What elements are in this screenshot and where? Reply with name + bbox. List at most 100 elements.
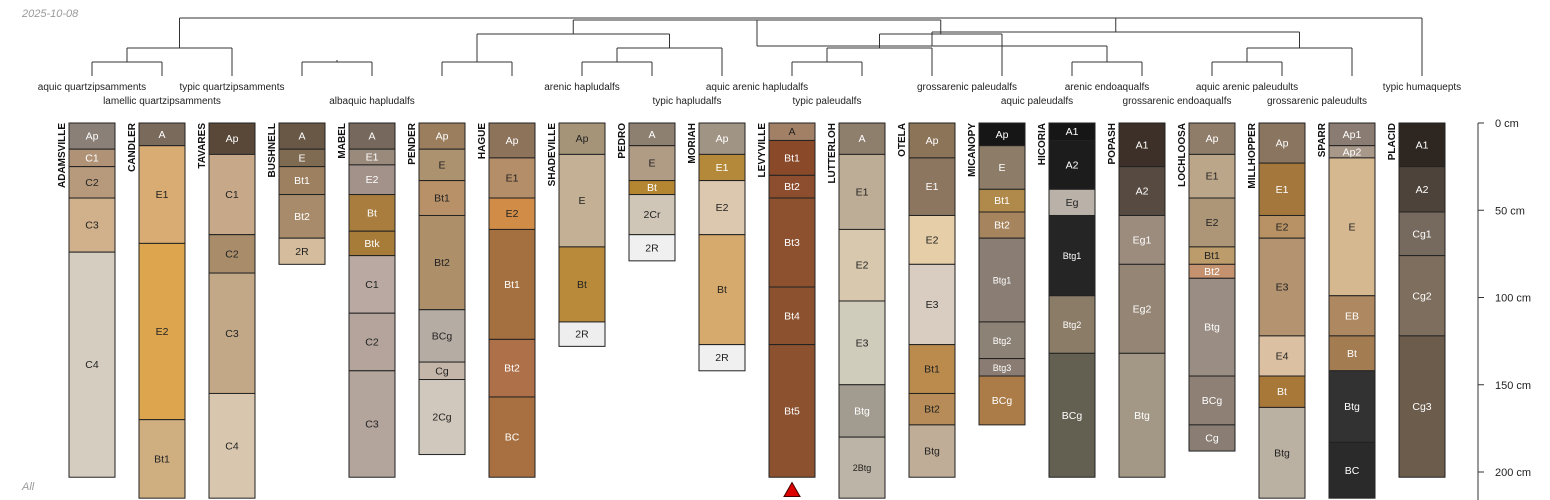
profile-levyville: A Bt1 Bt2 Bt3 Bt4 Bt5 LEVYVILLE <box>757 122 816 478</box>
profile-name: POPASH <box>1107 123 1118 165</box>
horizon-label: E <box>298 152 305 164</box>
horizon-label: Eg <box>1066 197 1079 209</box>
profile-name: OTELA <box>897 123 908 157</box>
footer-label: All <box>22 481 35 493</box>
horizon-bt <box>1328 335 1376 372</box>
axis-tick-label: 0 cm <box>1495 118 1519 130</box>
taxon-label: arenic hapludalfs <box>544 82 620 93</box>
horizon-btg <box>1258 406 1306 499</box>
horizon-label: Bt2 <box>784 181 800 193</box>
profile-lutterloh: A E1 E2 E3 Btg 2Btg LUTTERLOH <box>827 122 886 499</box>
horizon-bt <box>1258 375 1306 408</box>
horizon-label: Bt <box>367 207 377 219</box>
taxon-label: aquic arenic paleudults <box>1196 82 1298 93</box>
horizon-label: Bt <box>1347 348 1357 360</box>
horizon-e1 <box>838 153 886 230</box>
profile-shadeville: Ap E Bt 2R SHADEVILLE <box>547 122 606 347</box>
horizon-label: A1 <box>1136 139 1149 151</box>
horizon-label: Cg <box>1205 432 1219 444</box>
horizon-label: A2 <box>1066 159 1079 171</box>
profile-name: LOCHLOOSA <box>1177 123 1188 187</box>
dendrogram <box>91 17 1423 76</box>
horizon-c2 <box>208 234 256 274</box>
horizon-label: Bt <box>577 279 587 291</box>
taxon-label: typic quartzipsamments <box>179 82 284 93</box>
depth-marker-triangle <box>783 481 801 497</box>
profile-bushnell: AE Bt1 Bt2 2R BUSHNELL <box>267 122 326 265</box>
horizon-c1 <box>348 255 396 314</box>
horizon-cg3 <box>1398 335 1446 478</box>
horizon-label: Btg2 <box>993 336 1012 346</box>
horizon-label: C1 <box>365 279 379 291</box>
horizon-label: Cg2 <box>1412 290 1431 302</box>
horizon-bcg <box>1188 375 1236 426</box>
horizon-label: Btg <box>1344 401 1360 413</box>
horizon-label: 2Cr <box>644 209 661 221</box>
horizon-label: 2R <box>295 246 309 258</box>
horizon-a1 <box>1118 122 1166 168</box>
horizon-ap <box>908 122 956 159</box>
horizon-label: Bt4 <box>784 310 800 322</box>
horizon-label: Btg1 <box>1063 251 1082 261</box>
horizon-cg <box>1188 424 1236 452</box>
horizon-label: Ap <box>926 135 939 147</box>
profile-candler: A E1 E2 Bt1 CANDLER <box>127 122 186 499</box>
taxon-label: grossarenic endoaqualfs <box>1123 96 1232 107</box>
horizon-eg2 <box>1118 263 1166 354</box>
horizon-label: 2R <box>575 329 589 341</box>
profile-name: MABEL <box>337 123 348 159</box>
horizon-bt <box>558 246 606 323</box>
profile-name: CANDLER <box>127 122 138 172</box>
horizon-label: A <box>158 129 165 141</box>
horizon-c4 <box>68 251 116 478</box>
profile-name: SHADEVILLE <box>547 123 558 187</box>
horizon-label: Bt2 <box>994 220 1010 232</box>
profile-name: LEVYVILLE <box>757 123 768 178</box>
profile-tavares: Ap C1 C2 C3 C4 TAVARES <box>197 122 256 499</box>
horizon-bc <box>488 396 536 478</box>
horizon-e1 <box>488 157 536 199</box>
horizon-label: C4 <box>85 359 99 371</box>
taxon-label: aquic paleudalfs <box>1001 96 1073 107</box>
horizon-bcg <box>1048 352 1096 478</box>
taxon-label: grossarenic paleudalfs <box>917 82 1017 93</box>
horizon-btk <box>348 230 396 257</box>
profile-popash: A1 A2 Eg1 Eg2 Btg POPASH <box>1107 122 1166 478</box>
horizon-label: Btg <box>1204 322 1220 334</box>
horizon-bt2 <box>488 338 536 398</box>
horizon-label: Bt1 <box>504 279 520 291</box>
horizon-label: Bt2 <box>924 404 940 416</box>
horizon-label: E1 <box>366 152 379 164</box>
horizon-label: E1 <box>156 189 169 201</box>
horizon-e <box>558 153 606 248</box>
profile-name: HAGUE <box>477 123 488 159</box>
horizon-label: C3 <box>365 419 379 431</box>
horizon-2r <box>278 237 326 265</box>
horizon-label: C2 <box>365 336 379 348</box>
horizon-label: E <box>438 159 445 171</box>
profile-placid: A1 A2 Cg1 Cg2 Cg3 PLACID <box>1387 122 1446 478</box>
horizon-c1 <box>208 153 256 236</box>
horizon-label: E2 <box>856 260 869 272</box>
taxon-label: aquic arenic hapludalfs <box>706 82 808 93</box>
horizon-label: E2 <box>1276 221 1289 233</box>
horizon-label: A2 <box>1136 186 1149 198</box>
horizon-label: C1 <box>85 152 99 164</box>
horizon-label: Bt1 <box>154 453 170 465</box>
horizon-bt1 <box>768 139 816 176</box>
taxa-labels: aquic quartzipsamments lamellic quartzips… <box>38 82 1461 107</box>
horizon-label: Bt2 <box>504 363 520 375</box>
axis-tick-label: 100 cm <box>1495 293 1531 305</box>
horizon-label: Btg <box>1274 447 1290 459</box>
horizon-label: E <box>648 158 655 170</box>
horizon-bt1 <box>418 180 466 216</box>
axis-tick-label: 200 cm <box>1495 467 1531 479</box>
horizon-label: A1 <box>1416 139 1429 151</box>
horizon-ap <box>1188 122 1236 155</box>
date-stamp: 2025-10-08 <box>22 8 79 20</box>
profile-name: PEDRO <box>617 123 628 159</box>
horizon-label: E4 <box>1276 350 1289 362</box>
horizon-btg <box>908 424 956 478</box>
horizon-label: Bt5 <box>784 405 800 417</box>
horizon-bt2 <box>978 211 1026 239</box>
